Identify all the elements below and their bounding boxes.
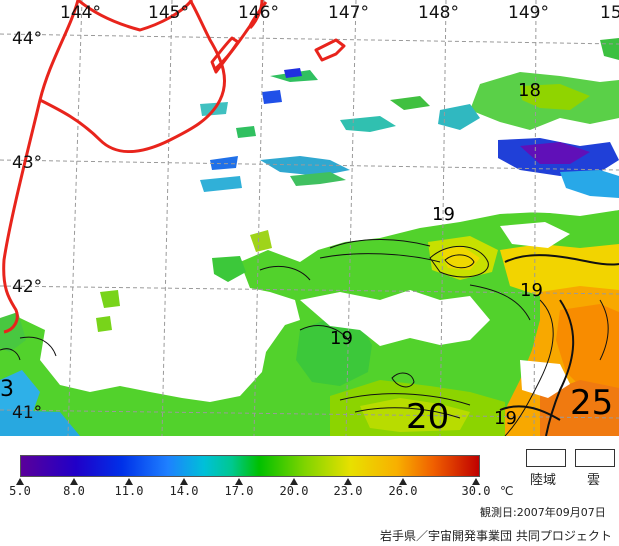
legend: 5.0 8.0 11.0 14.0 17.0 20.0 23.0 26.0 30… (0, 436, 619, 546)
temperature-unit: ℃ (500, 484, 514, 498)
temperature-colorbar (20, 455, 480, 477)
lon-label-150: 15 (600, 3, 619, 23)
cloud-label: 雲 (587, 473, 601, 488)
colorbar-label-14: 14.0 (169, 484, 199, 498)
contour-labels: 18 19 19 19 19 20 25 (330, 80, 613, 436)
edge-contour-label: 3 (0, 377, 14, 402)
contour-label-19-bottom: 19 (494, 408, 517, 429)
contour-label-20: 20 (406, 397, 449, 436)
colorbar-label-11: 11.0 (114, 484, 144, 498)
colorbar-label-17: 17.0 (224, 484, 254, 498)
colorbar-tick (70, 478, 78, 485)
contour-label-19-top: 19 (432, 204, 455, 225)
contour-label-25: 25 (570, 383, 613, 423)
colorbar-label-5: 5.0 (9, 484, 31, 498)
sst-map: 144° 145° 146° 147° 148° 149° 15 44° 43°… (0, 0, 619, 436)
land-swatch (526, 449, 566, 467)
isotherm-contours (0, 239, 619, 436)
lon-label-144: 144° (60, 3, 101, 23)
lon-label-145: 145° (148, 3, 189, 23)
lat-label-42: 42° (12, 277, 42, 297)
colorbar-label-26: 26.0 (388, 484, 418, 498)
colorbar-tick (125, 478, 133, 485)
colorbar-tick (290, 478, 298, 485)
colorbar-tick (16, 478, 24, 485)
lon-label-149: 149° (508, 3, 549, 23)
latitude-labels: 44° 43° 42° 41° (12, 29, 42, 423)
colorbar-label-20: 20.0 (279, 484, 309, 498)
colorbar-tick (180, 478, 188, 485)
contour-label-19-right: 19 (520, 280, 543, 301)
coastline (2, 0, 346, 334)
contour-label-19-left: 19 (330, 328, 353, 349)
colorbar-label-8: 8.0 (63, 484, 85, 498)
colorbar-label-23: 23.0 (333, 484, 363, 498)
colorbar-tick (399, 478, 407, 485)
lat-label-44: 44° (12, 29, 42, 49)
graticule (0, 0, 619, 436)
cloud-swatch (575, 449, 615, 467)
colorbar-tick (344, 478, 352, 485)
land-label: 陸域 (530, 473, 557, 488)
colorbar-label-30: 30.0 (461, 484, 491, 498)
lon-label-147: 147° (328, 3, 369, 23)
observation-date: 観測日:2007年09月07日 (480, 506, 606, 519)
credit-line: 岩手県／宇宙開発事業団 共同プロジェクト (380, 529, 612, 543)
lon-label-148: 148° (418, 3, 459, 23)
contour-label-18: 18 (518, 80, 541, 101)
lon-label-146: 146° (238, 3, 279, 23)
sst-scattered-patches (200, 38, 619, 198)
colorbar-tick (235, 478, 243, 485)
colorbar-tick (472, 478, 480, 485)
lat-label-43: 43° (12, 153, 42, 173)
longitude-labels: 144° 145° 146° 147° 148° 149° 15 (60, 3, 619, 23)
lat-label-41: 41° (12, 403, 42, 423)
